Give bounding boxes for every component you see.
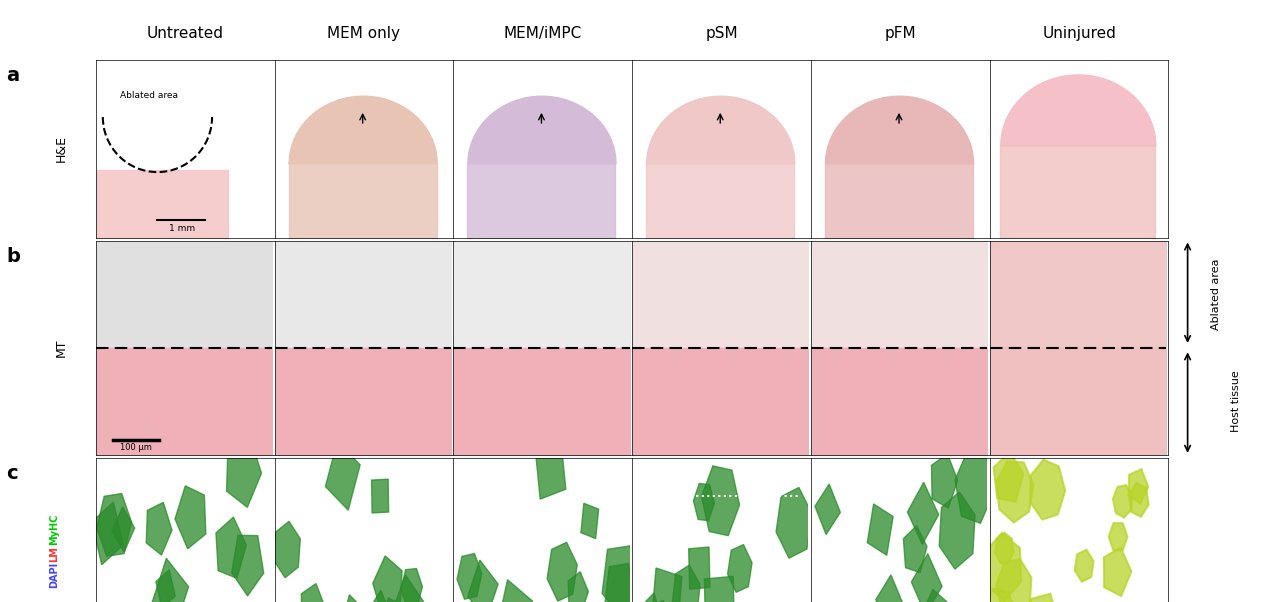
Polygon shape bbox=[701, 466, 739, 536]
Polygon shape bbox=[392, 575, 424, 602]
Polygon shape bbox=[728, 545, 752, 592]
Polygon shape bbox=[301, 583, 326, 602]
Text: MT: MT bbox=[55, 338, 68, 357]
Text: Ablated area: Ablated area bbox=[120, 92, 178, 100]
Text: MyHC: MyHC bbox=[49, 514, 59, 545]
Polygon shape bbox=[97, 494, 132, 556]
Text: Uninjured: Uninjured bbox=[1042, 26, 1116, 40]
Polygon shape bbox=[152, 558, 189, 602]
Text: Film: Film bbox=[750, 472, 769, 482]
Text: MEM/iMPC: MEM/iMPC bbox=[503, 26, 582, 40]
Polygon shape bbox=[547, 542, 577, 601]
Text: H&E: H&E bbox=[55, 135, 68, 163]
Polygon shape bbox=[1028, 594, 1059, 602]
Text: a: a bbox=[6, 66, 19, 85]
Text: pSM: pSM bbox=[705, 26, 738, 40]
Text: Untreated: Untreated bbox=[147, 26, 223, 40]
Polygon shape bbox=[457, 553, 481, 599]
Polygon shape bbox=[1108, 523, 1128, 550]
Polygon shape bbox=[994, 452, 1023, 502]
Polygon shape bbox=[651, 568, 682, 602]
Polygon shape bbox=[273, 521, 300, 578]
Polygon shape bbox=[1114, 485, 1133, 518]
Polygon shape bbox=[908, 482, 939, 544]
Polygon shape bbox=[467, 560, 498, 602]
Polygon shape bbox=[372, 479, 388, 513]
Polygon shape bbox=[995, 533, 1014, 563]
Polygon shape bbox=[912, 554, 942, 602]
Polygon shape bbox=[867, 504, 893, 555]
Polygon shape bbox=[603, 546, 638, 602]
Polygon shape bbox=[147, 503, 172, 555]
Polygon shape bbox=[903, 526, 927, 573]
Text: Ablated area: Ablated area bbox=[1211, 258, 1221, 330]
Polygon shape bbox=[369, 591, 389, 602]
Polygon shape bbox=[1103, 548, 1131, 596]
Text: 1 mm: 1 mm bbox=[169, 224, 195, 233]
Polygon shape bbox=[955, 451, 994, 523]
Polygon shape bbox=[693, 483, 714, 521]
Polygon shape bbox=[705, 576, 734, 602]
Polygon shape bbox=[1075, 550, 1093, 582]
Polygon shape bbox=[776, 488, 812, 558]
Polygon shape bbox=[568, 572, 589, 602]
Polygon shape bbox=[921, 589, 950, 602]
Polygon shape bbox=[156, 569, 175, 602]
Polygon shape bbox=[688, 547, 710, 589]
Polygon shape bbox=[931, 454, 958, 508]
Polygon shape bbox=[112, 507, 134, 552]
Polygon shape bbox=[226, 436, 262, 507]
Text: LM: LM bbox=[49, 546, 59, 562]
Polygon shape bbox=[535, 438, 566, 499]
Polygon shape bbox=[673, 565, 700, 602]
Polygon shape bbox=[374, 598, 412, 602]
Polygon shape bbox=[1031, 459, 1065, 520]
Polygon shape bbox=[497, 580, 533, 602]
Polygon shape bbox=[815, 484, 840, 535]
Polygon shape bbox=[1129, 469, 1148, 503]
Text: c: c bbox=[6, 464, 18, 483]
Polygon shape bbox=[985, 533, 1022, 601]
Polygon shape bbox=[92, 502, 124, 565]
Polygon shape bbox=[340, 595, 368, 602]
Text: pFM: pFM bbox=[885, 26, 916, 40]
Polygon shape bbox=[939, 492, 976, 569]
Text: b: b bbox=[6, 247, 20, 266]
Polygon shape bbox=[216, 517, 246, 579]
Polygon shape bbox=[231, 535, 264, 596]
Polygon shape bbox=[605, 563, 636, 602]
Polygon shape bbox=[996, 559, 1032, 602]
Polygon shape bbox=[175, 486, 206, 549]
Polygon shape bbox=[996, 461, 1033, 523]
Polygon shape bbox=[326, 441, 360, 510]
Polygon shape bbox=[401, 568, 423, 602]
Text: DAPI: DAPI bbox=[49, 562, 59, 588]
Text: MEM only: MEM only bbox=[327, 26, 401, 40]
Polygon shape bbox=[983, 589, 1016, 602]
Polygon shape bbox=[649, 601, 667, 602]
Polygon shape bbox=[636, 593, 664, 602]
Polygon shape bbox=[1129, 483, 1148, 517]
Polygon shape bbox=[876, 575, 903, 602]
Polygon shape bbox=[581, 503, 599, 539]
Text: Host tissue: Host tissue bbox=[1231, 370, 1241, 432]
Text: 100 μm: 100 μm bbox=[120, 443, 152, 452]
Polygon shape bbox=[373, 556, 402, 602]
